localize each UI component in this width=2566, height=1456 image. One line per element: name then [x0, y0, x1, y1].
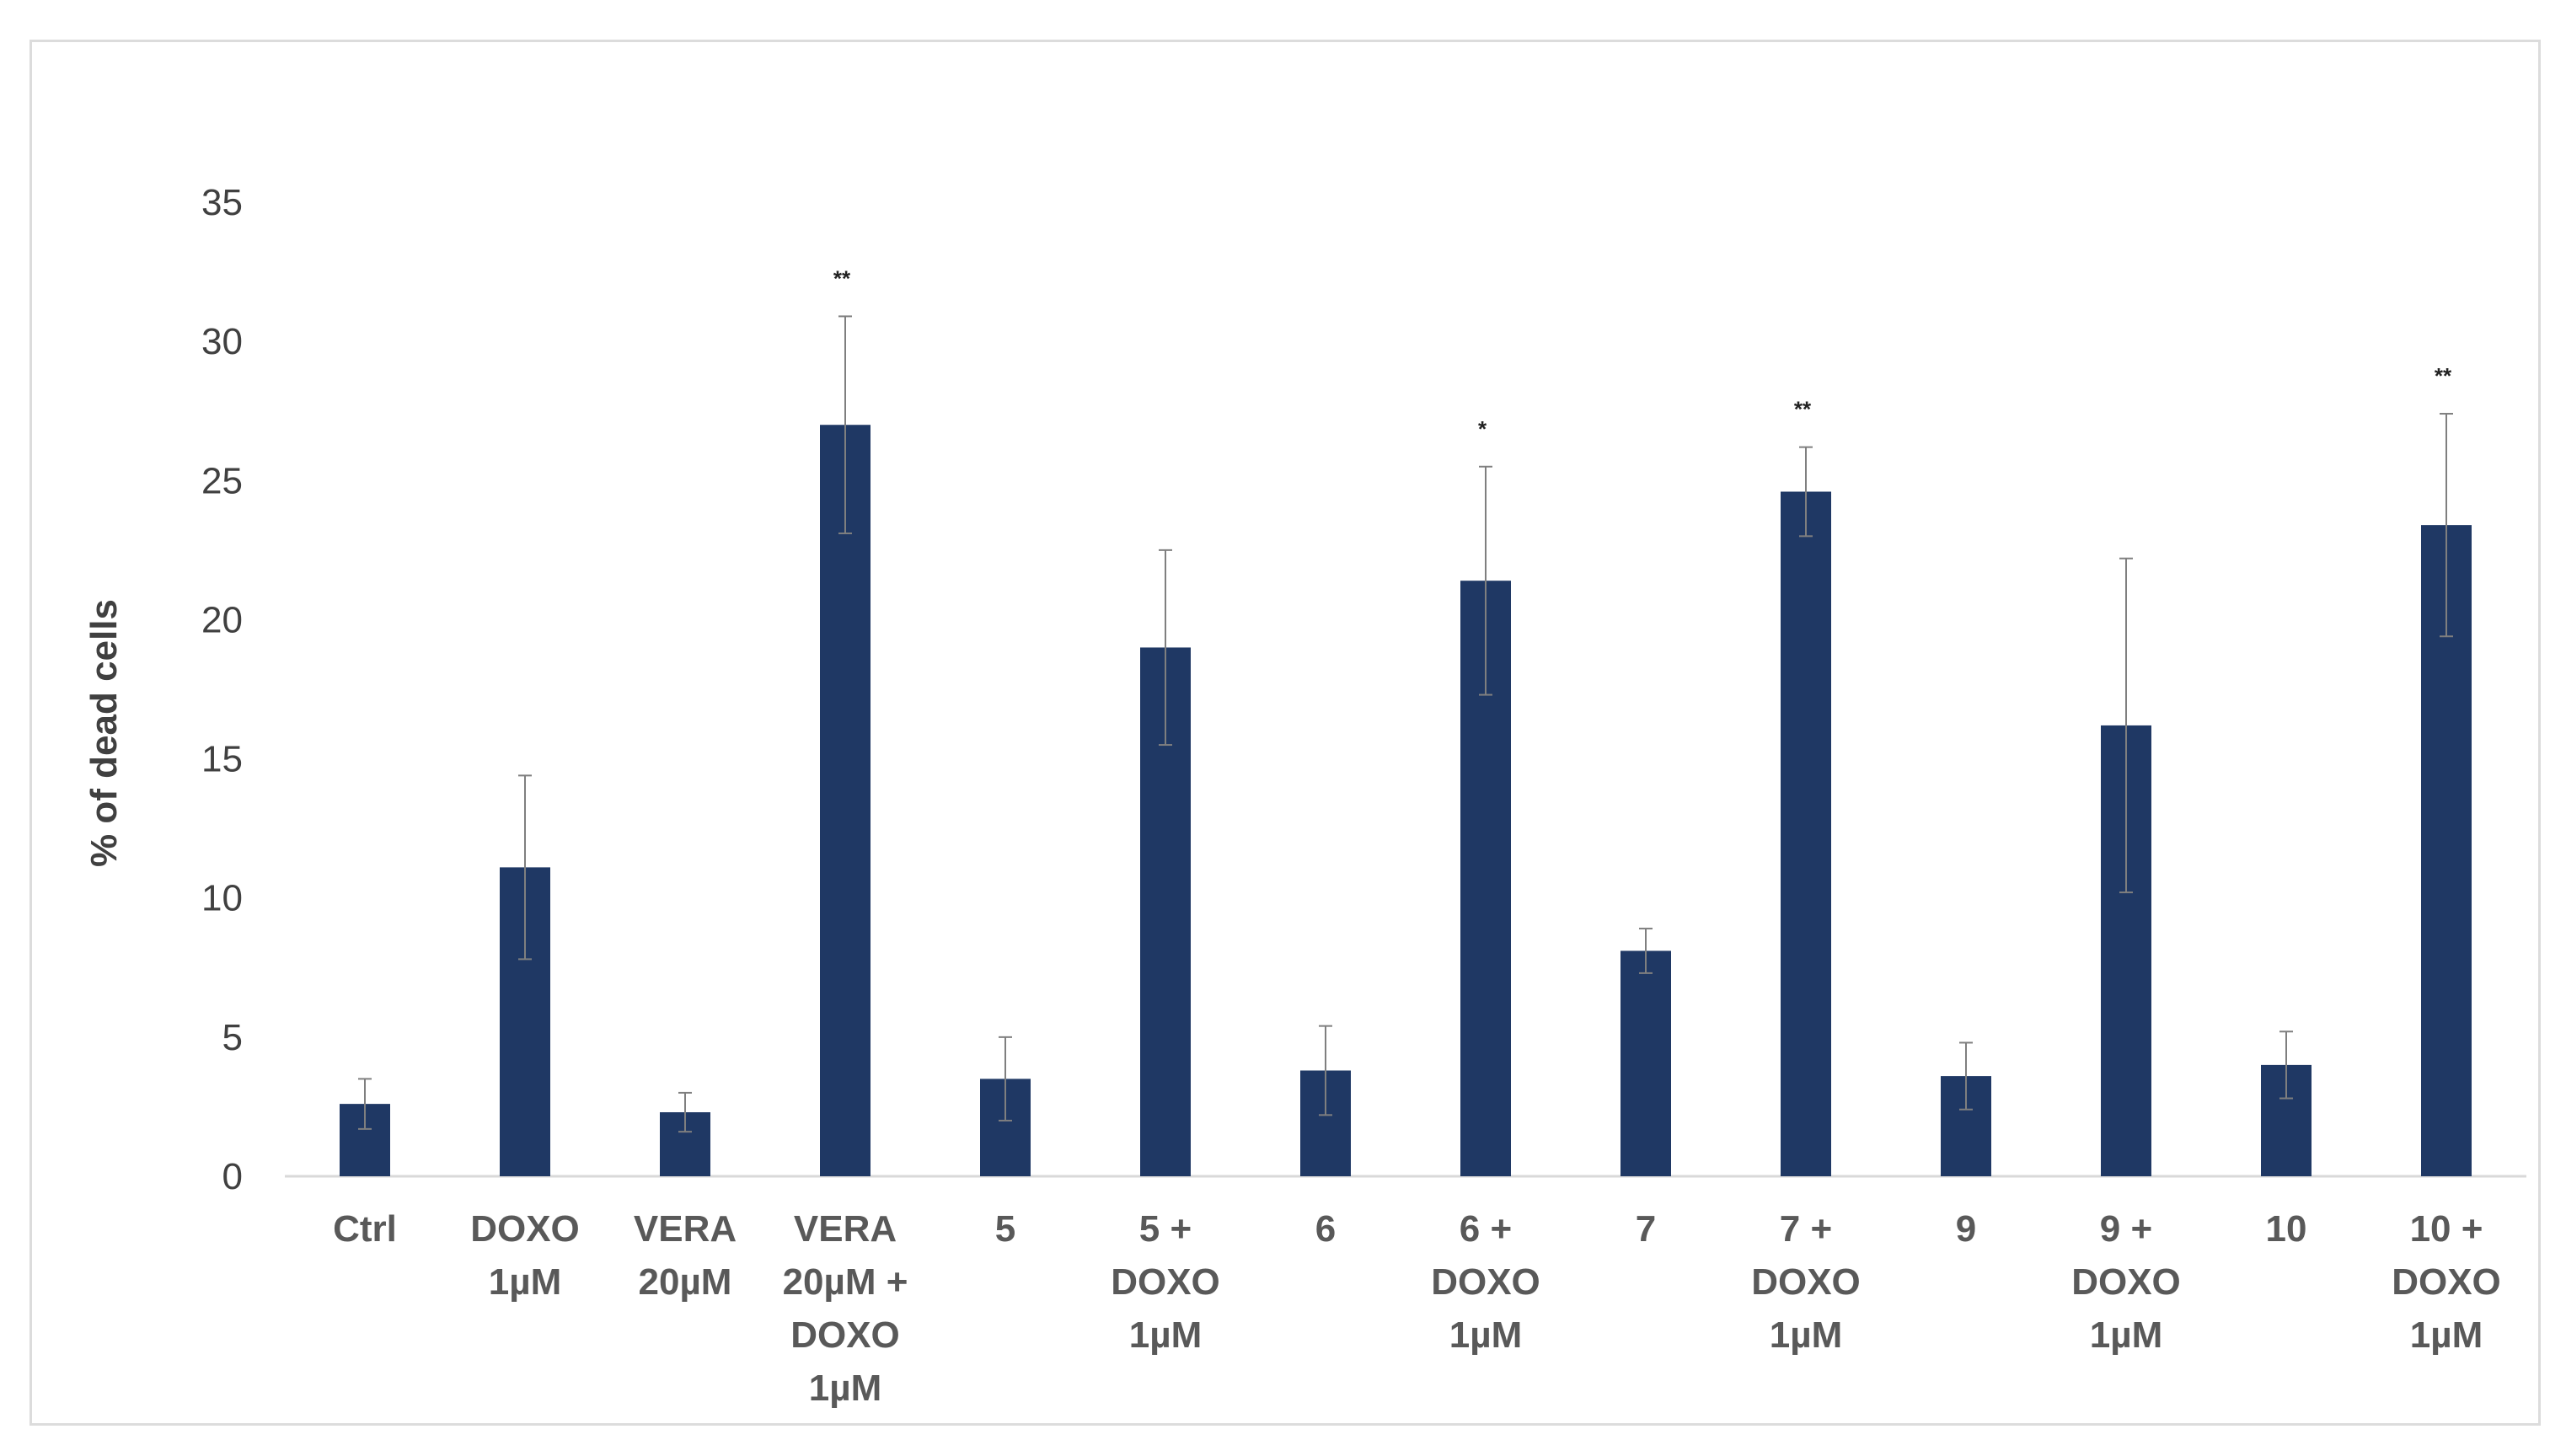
chart-frame: % of dead cells 0 5 10 15 20 25 30 35 ** * ** ** C…: [29, 40, 2541, 1426]
x-tick-label: 5 +: [1139, 1208, 1192, 1250]
x-axis: Ctrl DOXO 1µM VERA 20µM VERA 20µM + DOXO 1µM 5 5 +…: [333, 1208, 2501, 1409]
x-tick-label: VERA: [794, 1208, 897, 1250]
x-tick-label: 1µM: [1129, 1314, 1202, 1356]
x-tick-label: 1µM: [1770, 1314, 1842, 1356]
x-tick-label: 10 +: [2410, 1208, 2483, 1250]
y-tick-label: 35: [201, 182, 243, 223]
bars: *******: [340, 265, 2472, 1176]
y-tick-label: 25: [201, 460, 243, 501]
significance-mark: **: [1794, 397, 1812, 422]
x-tick-label: DOXO: [1111, 1261, 1220, 1303]
x-tick-label: 9 +: [2100, 1208, 2152, 1250]
y-tick-label: 20: [201, 599, 243, 640]
x-tick-label: DOXO: [2071, 1261, 2181, 1303]
x-tick-label: DOXO: [1751, 1261, 1861, 1303]
y-tick-label: 5: [222, 1017, 243, 1058]
x-tick-label: VERA: [634, 1208, 737, 1250]
bar: [820, 425, 871, 1176]
x-tick-label: 7: [1636, 1208, 1656, 1250]
y-tick-label: 10: [201, 878, 243, 919]
y-axis-label: % of dead cells: [83, 599, 125, 867]
x-tick-label: 1µM: [809, 1368, 881, 1409]
x-tick-label: 9: [1956, 1208, 1976, 1250]
y-tick-label: 15: [201, 739, 243, 780]
x-tick-label: 6 +: [1460, 1208, 1512, 1250]
x-tick-label: 1µM: [1449, 1314, 1522, 1356]
x-tick-label: 7 +: [1780, 1208, 1832, 1250]
x-tick-label: 20µM: [639, 1261, 732, 1303]
x-tick-label: Ctrl: [333, 1208, 397, 1250]
bar: [1781, 491, 1831, 1176]
x-tick-label: 1µM: [489, 1261, 561, 1303]
x-tick-label: 20µM +: [783, 1261, 908, 1303]
x-tick-label: DOXO: [1431, 1261, 1540, 1303]
y-axis: 0 5 10 15 20 25 30 35: [201, 182, 243, 1197]
x-tick-label: DOXO: [2392, 1261, 2501, 1303]
x-tick-label: DOXO: [790, 1314, 900, 1356]
y-tick-label: 0: [222, 1156, 243, 1197]
x-tick-label: DOXO: [470, 1208, 580, 1250]
x-tick-label: 1µM: [2090, 1314, 2162, 1356]
significance-mark: **: [833, 265, 851, 291]
significance-mark: **: [2435, 363, 2452, 388]
significance-mark: *: [1478, 416, 1487, 442]
y-tick-label: 30: [201, 321, 243, 362]
x-tick-label: 5: [995, 1208, 1015, 1250]
bar: [1620, 950, 1671, 1176]
x-tick-label: 10: [2266, 1208, 2307, 1250]
x-tick-label: 1µM: [2410, 1314, 2483, 1356]
x-tick-label: 6: [1315, 1208, 1336, 1250]
